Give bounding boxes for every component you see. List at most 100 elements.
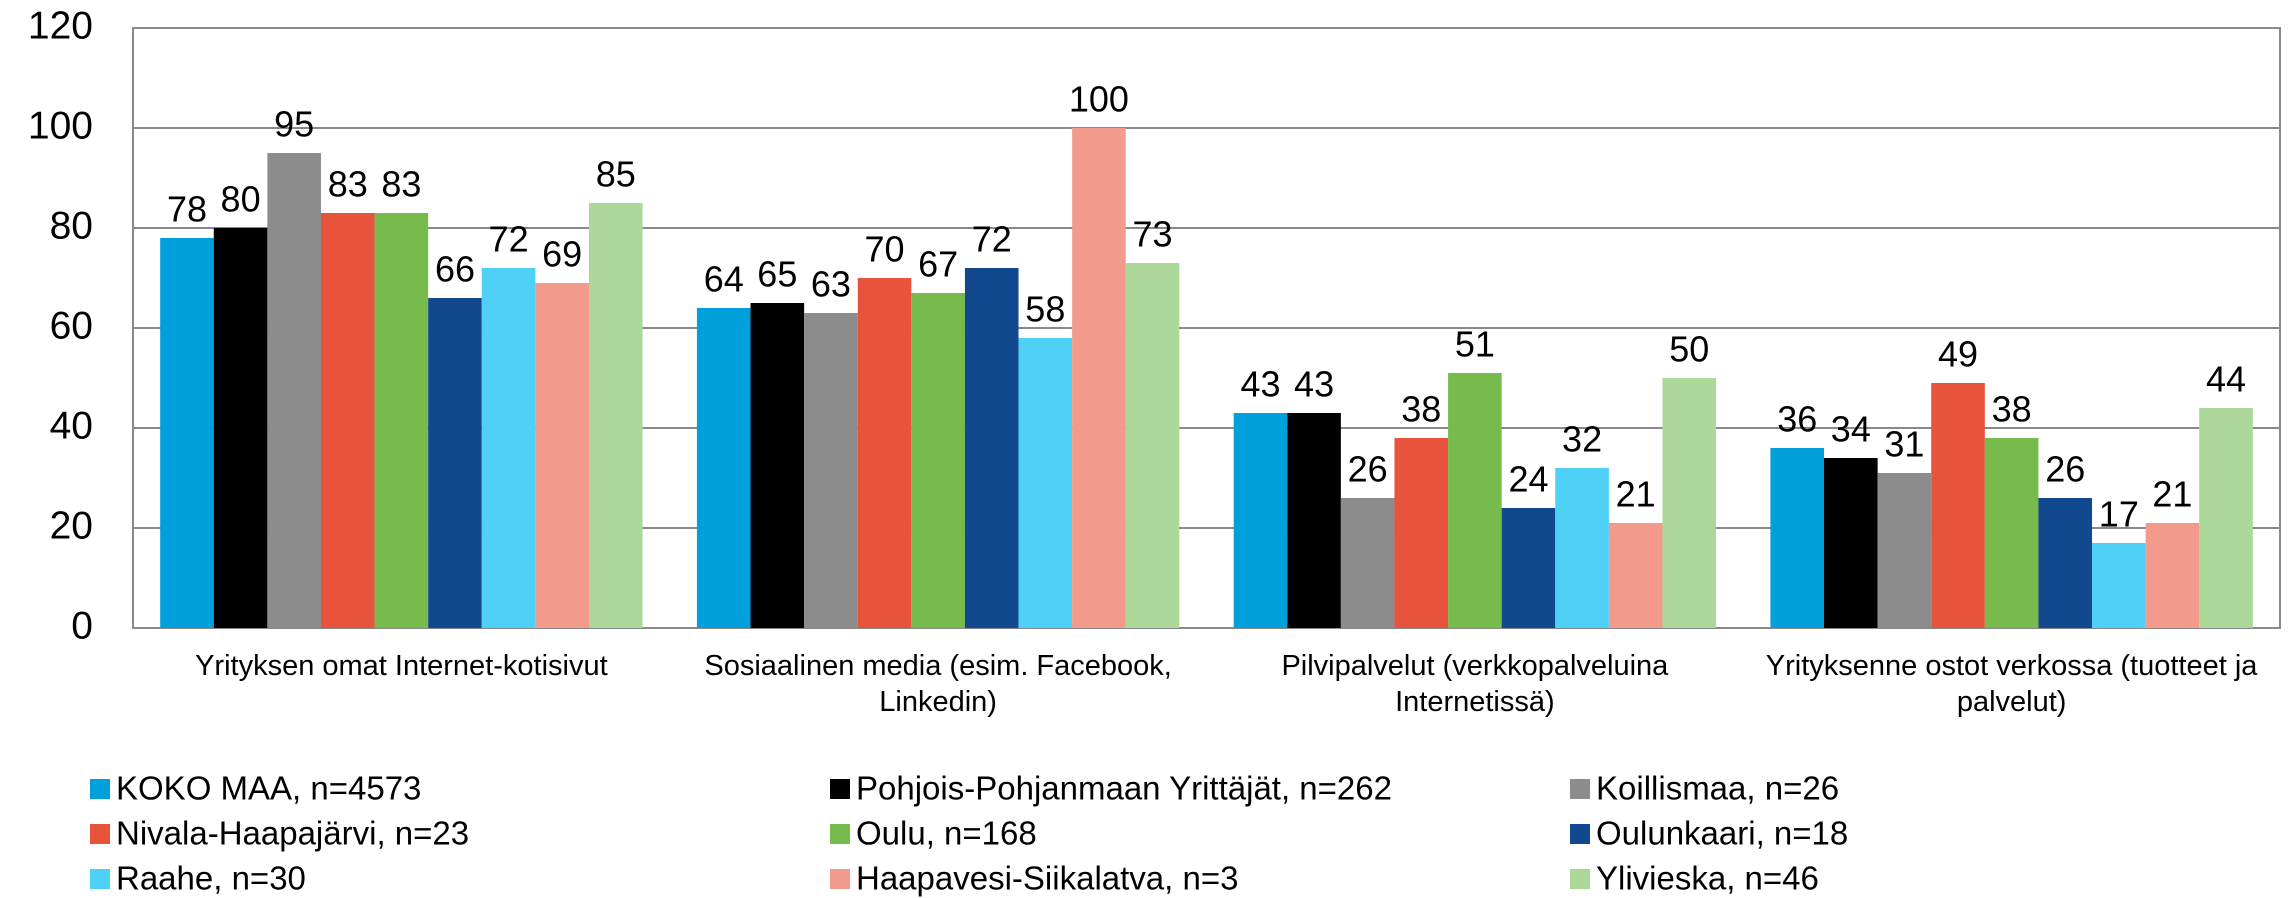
bar (588, 203, 643, 628)
legend-label: Oulu, n=168 (856, 815, 1037, 852)
bar (1287, 413, 1341, 628)
bar (160, 238, 214, 628)
bar (1877, 473, 1932, 628)
bar (804, 313, 858, 628)
legend-label: Nivala-Haapajärvi, n=23 (116, 815, 469, 852)
bar (964, 268, 1019, 628)
legend-swatch (1570, 779, 1590, 799)
bar (1340, 498, 1395, 628)
value-label: 65 (757, 254, 797, 295)
legend-swatch (1570, 824, 1590, 844)
bar (1501, 508, 1556, 628)
bar (1931, 383, 1985, 628)
bar (696, 308, 751, 628)
bar (1448, 373, 1502, 628)
bar (911, 293, 965, 628)
y-tick-label: 120 (28, 4, 93, 47)
value-label: 58 (1025, 289, 1065, 330)
bar (481, 268, 536, 628)
bar (1018, 338, 1073, 628)
value-label: 31 (1884, 424, 1924, 465)
bar (1984, 438, 2039, 628)
value-label: 100 (1069, 79, 1129, 120)
bar (374, 213, 429, 628)
x-tick-label: Sosiaalinen media (esim. Facebook, Linke… (704, 650, 1172, 718)
value-label: 64 (704, 259, 744, 300)
value-label: 78 (167, 189, 207, 230)
legend-label: Ylivieska, n=46 (1596, 860, 1819, 897)
legend-swatch (830, 779, 850, 799)
bar (267, 153, 321, 628)
bar (320, 213, 375, 628)
value-label: 34 (1831, 409, 1871, 450)
legend-label: Koillismaa, n=26 (1596, 770, 1839, 807)
value-label: 69 (542, 234, 582, 275)
legend-label: Raahe, n=30 (116, 860, 306, 897)
legend-swatch (90, 869, 110, 889)
value-label: 63 (811, 264, 851, 305)
legend-swatch (830, 869, 850, 889)
bar (1824, 458, 1878, 628)
bar (750, 303, 805, 628)
y-tick-label: 60 (50, 304, 93, 347)
value-label: 51 (1455, 324, 1495, 365)
x-tick-label: Yrityksen omat Internet-kotisivut (195, 650, 608, 682)
value-label: 26 (2045, 449, 2085, 490)
bar (1608, 523, 1663, 628)
bar (1394, 438, 1449, 628)
value-label: 38 (1992, 389, 2032, 430)
bar (2145, 523, 2200, 628)
legend-label: Oulunkaari, n=18 (1596, 815, 1848, 852)
x-tick-label: Yrityksenne ostot verkossa (tuotteet ja … (1765, 650, 2258, 718)
value-label: 43 (1294, 364, 1334, 405)
value-label: 72 (972, 219, 1012, 260)
value-label: 17 (2099, 494, 2139, 535)
bar (2199, 408, 2253, 628)
legend-swatch (830, 824, 850, 844)
bar (428, 298, 482, 628)
bar (2092, 543, 2146, 628)
value-label: 70 (865, 229, 905, 270)
y-tick-label: 40 (50, 404, 93, 447)
value-label: 72 (489, 219, 529, 260)
bar (1555, 468, 1609, 628)
value-label: 50 (1669, 329, 1709, 370)
value-label: 32 (1562, 419, 1602, 460)
value-label: 26 (1348, 449, 1388, 490)
value-label: 80 (221, 179, 261, 220)
value-label: 36 (1777, 399, 1817, 440)
y-tick-label: 100 (28, 104, 93, 147)
value-label: 49 (1938, 334, 1978, 375)
bar (857, 278, 912, 628)
y-tick-label: 20 (50, 504, 93, 547)
value-label: 67 (918, 244, 958, 285)
bar (1662, 378, 1717, 628)
legend-label: Haapavesi-Siikalatva, n=3 (856, 860, 1238, 897)
y-tick-label: 0 (71, 604, 93, 647)
bar (1770, 448, 1825, 628)
bar (213, 228, 268, 628)
value-label: 83 (328, 164, 368, 205)
value-label: 66 (435, 249, 475, 290)
value-label: 83 (381, 164, 421, 205)
legend-swatch (1570, 869, 1590, 889)
legend-label: KOKO MAA, n=4573 (116, 770, 421, 807)
value-label: 24 (1508, 459, 1548, 500)
y-tick-label: 80 (50, 204, 93, 247)
x-tick-label: Pilvipalvelut (verkkopalveluina Internet… (1281, 650, 1669, 718)
value-label: 85 (596, 154, 636, 195)
bar (2038, 498, 2093, 628)
bar (1072, 128, 1126, 628)
value-label: 44 (2206, 359, 2246, 400)
value-label: 21 (1616, 474, 1656, 515)
value-label: 73 (1133, 214, 1173, 255)
legend-swatch (90, 824, 110, 844)
value-label: 95 (274, 104, 314, 145)
bar (1233, 413, 1288, 628)
legend-swatch (90, 779, 110, 799)
value-label: 43 (1240, 364, 1280, 405)
bar (1125, 263, 1180, 628)
legend-label: Pohjois-Pohjanmaan Yrittäjät, n=262 (856, 770, 1392, 807)
